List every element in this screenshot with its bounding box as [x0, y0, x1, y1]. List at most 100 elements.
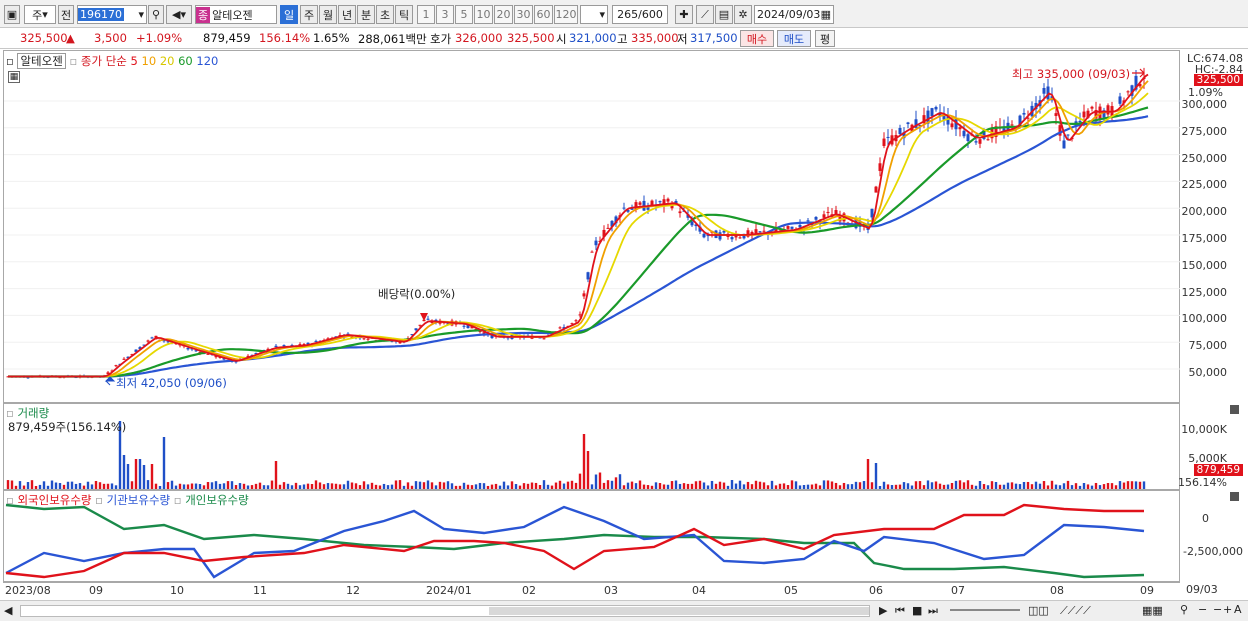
ask-price: 326,000: [455, 31, 503, 45]
volume-bar: [882, 481, 886, 489]
volume-bar: [950, 482, 954, 489]
zoom-in-icon[interactable]: +: [1223, 603, 1233, 616]
volume-bar: [306, 483, 310, 489]
zoom-in-icon[interactable]: ✚: [675, 5, 693, 24]
font-size-icon[interactable]: A: [1234, 603, 1242, 616]
candle-body: [362, 338, 366, 340]
interval-120[interactable]: 120: [554, 5, 578, 24]
candle-body: [122, 358, 126, 360]
draw-tool-icon[interactable]: ⟋: [696, 5, 714, 24]
tab-tick[interactable]: 틱: [395, 5, 413, 24]
tab-month[interactable]: 월: [319, 5, 337, 24]
interval-1[interactable]: 1: [417, 5, 435, 24]
rewind-icon[interactable]: ⏮: [895, 604, 905, 617]
volume-bar: [994, 482, 998, 489]
window-icon[interactable]: ▣: [4, 5, 20, 24]
scroll-right-icon[interactable]: ▶: [879, 604, 888, 617]
candle-body: [306, 342, 310, 345]
volume-bar: [122, 455, 126, 489]
layout-icon[interactable]: ◫◫: [1028, 604, 1049, 617]
volume-bar: [266, 485, 270, 489]
tab-day[interactable]: 일: [280, 5, 298, 24]
interval-5[interactable]: 5: [455, 5, 473, 24]
vol-tick-5000k: 5,000K: [1188, 452, 1227, 465]
save-icon[interactable]: ▤: [715, 5, 733, 24]
holdings-panel[interactable]: ▫ 외국인보유수량 ▫ 기관보유수량 ▫ 개인보유수량: [3, 490, 1180, 582]
scroll-track[interactable]: [20, 605, 870, 617]
candle-body: [678, 211, 682, 214]
candle-body: [754, 229, 758, 234]
chevron-down-icon[interactable]: ▾: [138, 8, 144, 21]
volume-bar: [214, 481, 218, 489]
volume-bar: [578, 473, 582, 489]
volume-bar: [734, 483, 738, 489]
candle-body: [602, 229, 606, 237]
interval-20[interactable]: 20: [494, 5, 513, 24]
zoom-out-icon[interactable]: −: [1198, 603, 1208, 616]
gear-icon[interactable]: ✲: [734, 5, 752, 24]
speaker-icon[interactable]: ◀▾: [166, 5, 192, 24]
volume-bar: [598, 472, 602, 489]
tab-minute[interactable]: 분: [357, 5, 375, 24]
price-tick: 275,000: [1181, 124, 1228, 138]
minimize-icon[interactable]: −: [1213, 603, 1223, 616]
candle-body: [898, 127, 902, 135]
zoom-slider[interactable]: [950, 609, 1020, 611]
bid-price: 325,500: [507, 31, 555, 45]
scroll-left-icon[interactable]: ◀: [4, 604, 13, 617]
scroll-thumb[interactable]: [489, 607, 869, 615]
scroll-bar[interactable]: ◀ ▶ ⏮ ■ ⏭ ◫◫ ⟋⟋⟋⟋ ▦▦ ⚲ − − + A: [0, 600, 1248, 621]
table-icon[interactable]: ▫: [6, 54, 14, 68]
sell-button[interactable]: 매도: [777, 30, 811, 47]
date-field[interactable]: 2024/09/03 ▦: [754, 5, 834, 24]
interval-dropdown[interactable]: ▾: [580, 5, 608, 24]
fast-forward-icon[interactable]: ⏭: [928, 604, 938, 617]
bar-count-field[interactable]: 265/600: [612, 5, 668, 24]
volume-bar: [1126, 481, 1130, 489]
volume-panel[interactable]: ▫ 거래량 879,459주(156.14%): [3, 403, 1180, 490]
maximize-icon[interactable]: [1230, 492, 1239, 501]
search-icon[interactable]: ⚲: [1180, 603, 1189, 616]
volume-bar: [902, 482, 906, 489]
stock-code-input[interactable]: 196170 ▾: [77, 5, 147, 24]
grid-tools-icon[interactable]: ▦▦: [1142, 604, 1163, 617]
search-icon[interactable]: ⚲: [148, 5, 164, 24]
candle-body: [134, 349, 138, 352]
low-label: 저: [677, 32, 688, 46]
tab-week[interactable]: 주: [300, 5, 318, 24]
calendar-icon[interactable]: ▦: [820, 8, 831, 21]
lc-label: LC:674.08: [1186, 52, 1243, 65]
volume-bar: [614, 477, 618, 489]
interval-30[interactable]: 30: [514, 5, 533, 24]
volume-bar: [390, 484, 394, 489]
volume-bar: [38, 484, 42, 489]
tab-year[interactable]: 년: [338, 5, 356, 24]
grid-icon[interactable]: ▦: [8, 71, 20, 83]
interval-10[interactable]: 10: [474, 5, 493, 24]
candle-body: [126, 356, 130, 359]
stock-name-field[interactable]: 종 알테오젠: [195, 5, 277, 24]
candle-body: [638, 202, 642, 205]
maximize-icon[interactable]: [1230, 405, 1239, 414]
x-tick: 07: [951, 584, 965, 597]
candle-body: [1086, 110, 1090, 118]
volume-bar: [590, 484, 594, 489]
volume-bar: [370, 482, 374, 489]
tools-icon[interactable]: ⟋⟋⟋⟋: [1060, 604, 1091, 617]
interval-3[interactable]: 3: [436, 5, 454, 24]
period-type-select[interactable]: 주 ▾: [24, 5, 56, 24]
stop-icon[interactable]: ■: [912, 604, 923, 617]
candle-body: [734, 234, 738, 238]
candle-body: [746, 230, 750, 237]
avg-button[interactable]: 평: [815, 30, 835, 47]
buy-button[interactable]: 매수: [740, 30, 774, 47]
interval-60[interactable]: 60: [534, 5, 553, 24]
volume-bar: [742, 484, 746, 489]
volume-bar: [1058, 485, 1062, 489]
price-chart-panel[interactable]: ▫ 알테오젠 ▫ 종가 단순 5 10 20 60 120 ▦ 배당락(0.00…: [3, 50, 1181, 403]
prev-button[interactable]: 전: [58, 5, 74, 24]
candle-body: [582, 293, 586, 297]
candle-body: [1082, 111, 1086, 118]
volume-bar: [342, 484, 346, 489]
tab-second[interactable]: 초: [376, 5, 394, 24]
